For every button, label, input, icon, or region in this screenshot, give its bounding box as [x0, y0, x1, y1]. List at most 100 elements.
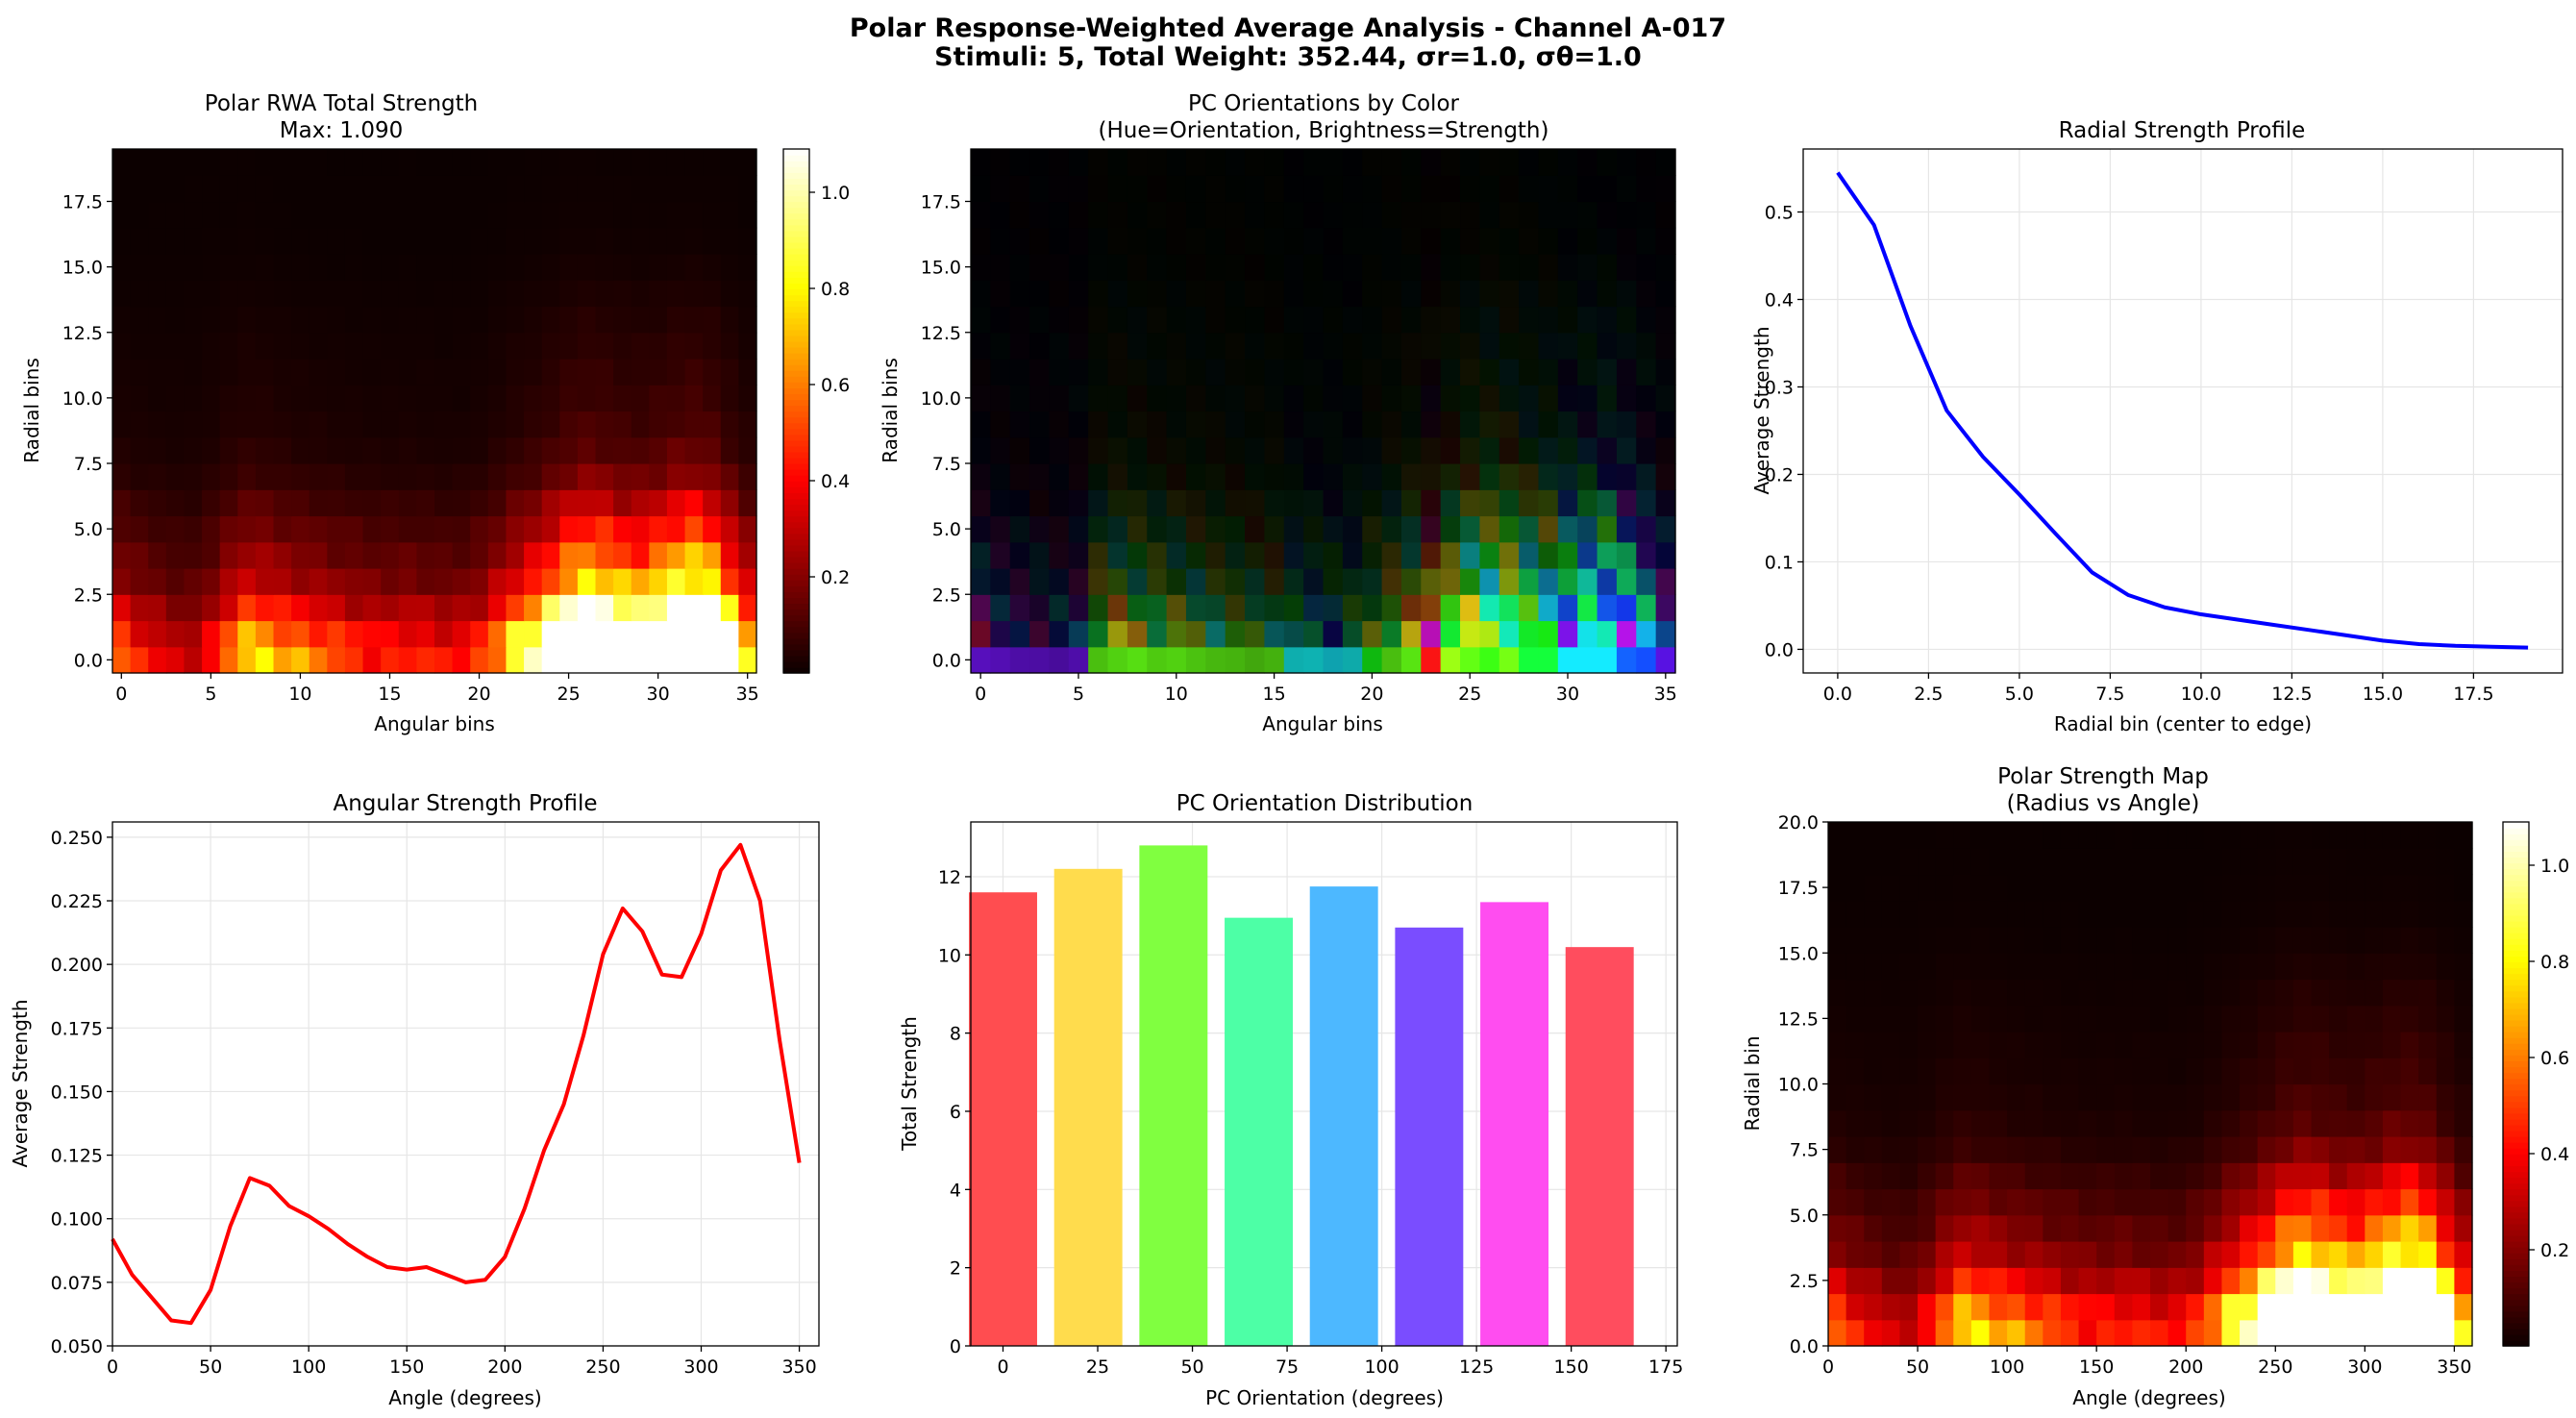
heatmap-cell [2150, 1319, 2169, 1347]
colorbar-segment [2503, 828, 2529, 834]
heatmap-cell [165, 201, 186, 229]
heatmap-cell [291, 201, 310, 229]
heatmap-cell [595, 332, 614, 360]
heatmap-cell [273, 332, 292, 360]
orientation-cell [1068, 489, 1089, 517]
heatmap-cell [666, 410, 686, 438]
orientation-cell [1264, 489, 1285, 517]
orientation-cell [971, 646, 991, 674]
heatmap-cell [631, 410, 650, 438]
heatmap-cell [2043, 1083, 2062, 1111]
orientation-cell [1009, 254, 1030, 281]
x-tick-label: 200 [2168, 1356, 2203, 1378]
colorbar-segment [783, 609, 809, 616]
x-tick-label: 15 [1263, 684, 1286, 705]
colorbar-segment [2503, 851, 2529, 858]
orientation-cell [1264, 436, 1285, 464]
heatmap-cell [1845, 822, 1865, 849]
heatmap-cell [1918, 1293, 1937, 1321]
orientation-cell [1205, 175, 1226, 203]
heatmap-cell [434, 306, 454, 334]
heatmap-cell [2365, 979, 2384, 1007]
heatmap-cell [2454, 1241, 2473, 1268]
heatmap-cell [362, 280, 382, 308]
heatmap-cell [2132, 1057, 2151, 1085]
x-tick-label: 5.0 [2005, 684, 2034, 705]
heatmap-cell [2007, 874, 2026, 902]
heatmap-cell [1989, 822, 2008, 849]
orientation-cell [1009, 149, 1030, 176]
orientation-cell [1440, 149, 1461, 176]
heatmap-cell [202, 359, 221, 386]
heatmap-cell [2329, 1293, 2348, 1321]
heatmap-cell [1899, 822, 1919, 849]
heatmap-cell [165, 594, 186, 622]
orientation-cell [1636, 646, 1657, 674]
orientation-cell [1068, 436, 1089, 464]
orientation-cell [1655, 201, 1676, 229]
heatmap-cell [381, 568, 400, 595]
heatmap-cell [1899, 1293, 1919, 1321]
heatmap-cell [2418, 1214, 2438, 1242]
heatmap-cell [112, 227, 132, 255]
orientation-cell [1029, 359, 1051, 386]
x-tick-label: 300 [2347, 1356, 2382, 1378]
heatmap-cell [666, 436, 686, 464]
heatmap-cell [2454, 1214, 2473, 1242]
orientation-cell [971, 149, 991, 176]
heatmap-cell [2418, 848, 2438, 876]
panel-pc-orientation-colors: PC Orientations by Color (Hue=Orientatio… [879, 91, 1677, 735]
heatmap-cell [2311, 1057, 2330, 1085]
heatmap-cell [1953, 1057, 1972, 1085]
heatmap-cell [487, 436, 508, 464]
heatmap-cell [2221, 1136, 2241, 1163]
heatmap-cell [2329, 1319, 2348, 1347]
heatmap-cell [1970, 874, 1991, 902]
heatmap-cell [2221, 927, 2241, 954]
heatmap-cell [2454, 874, 2473, 902]
orientation-cell [1147, 359, 1168, 386]
orientation-cell [1440, 175, 1461, 203]
x-tick-label: 7.5 [2095, 684, 2124, 705]
heatmap-cell [1953, 1109, 1972, 1137]
heatmap-cell [130, 463, 149, 490]
orientation-cell [1009, 410, 1030, 438]
heatmap-cell [2346, 1005, 2365, 1032]
colorbar-segment [783, 561, 809, 569]
orientation-cell [1597, 385, 1618, 412]
heatmap-cell [2436, 1083, 2455, 1111]
heatmap-cell [362, 568, 382, 595]
orientation-cell [1381, 332, 1402, 360]
colorbar-segment [2503, 1206, 2529, 1213]
heatmap-cell [524, 332, 543, 360]
colorbar-segment [783, 218, 809, 226]
heatmap-cell [684, 515, 704, 543]
orientation-cell [1029, 568, 1051, 595]
heatmap-cell [2221, 1241, 2241, 1268]
orientation-cell [1381, 227, 1402, 255]
orientation-cell [1185, 201, 1206, 229]
heatmap-cell [2114, 1188, 2133, 1216]
heatmap-cell [2240, 900, 2259, 928]
heatmap-cell [524, 568, 543, 595]
heatmap-cell [2240, 1109, 2259, 1137]
colorbar-segment [2503, 1165, 2529, 1173]
orientation-cell [1499, 385, 1520, 412]
orientation-cell [1519, 489, 1540, 517]
heatmap-cell [2060, 1293, 2080, 1321]
heatmap-cell [130, 515, 149, 543]
heatmap-cell [148, 515, 167, 543]
heatmap-cell [130, 646, 149, 674]
heatmap-cell [112, 201, 132, 229]
colorbar-segment [783, 288, 809, 296]
heatmap-cell [2292, 1109, 2313, 1137]
heatmap-cell [219, 646, 238, 674]
colorbar-segment [2503, 1171, 2529, 1179]
orientation-cell [1225, 541, 1246, 569]
heatmap-cell [130, 620, 149, 648]
y-tick-label: 8 [950, 1024, 961, 1045]
heatmap-cell [434, 436, 454, 464]
heatmap-cell [487, 280, 508, 308]
heatmap-cell [2329, 979, 2348, 1007]
heatmap-cell [559, 594, 579, 622]
